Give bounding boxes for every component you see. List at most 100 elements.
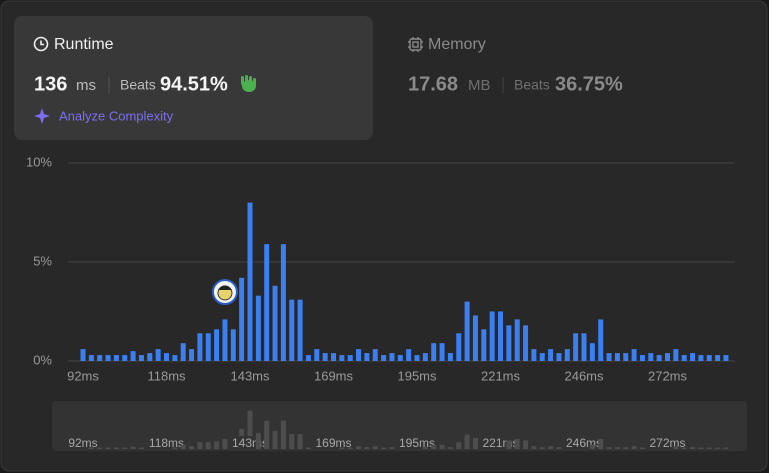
minimap-bar (113, 447, 119, 449)
analyze-link[interactable]: Analyze Complexity (59, 108, 174, 123)
bar (681, 355, 687, 361)
x-tick-label: 195ms (397, 368, 437, 383)
bar (648, 353, 654, 361)
runtime-card[interactable] (14, 16, 373, 140)
beats-label: Beats (514, 77, 550, 93)
x-tick-label: 143ms (230, 368, 270, 383)
minimap-bar (439, 444, 445, 449)
bar (723, 355, 729, 361)
bar (164, 353, 169, 361)
bar (214, 329, 220, 361)
x-tick-label: 221ms (481, 368, 521, 383)
bar (581, 333, 587, 361)
bar (690, 353, 696, 361)
bar (297, 299, 303, 361)
bar (564, 349, 570, 361)
runtime-value: 136 (34, 73, 67, 95)
user-marker-hair (217, 285, 232, 290)
minimap-tick-label: 246ms (566, 436, 602, 450)
bar (456, 333, 462, 361)
minimap-bar (255, 433, 261, 449)
bar (122, 355, 128, 361)
bar (322, 353, 328, 361)
bar (113, 355, 119, 361)
memory-value: 17.68 (408, 73, 458, 95)
memory-unit: MB (468, 77, 491, 94)
minimap-bar (264, 420, 270, 449)
minimap-bar (606, 447, 612, 449)
minimap-bar (589, 444, 595, 449)
minimap-bar (456, 442, 462, 449)
minimap-bar (356, 446, 362, 449)
minimap-bar (172, 447, 178, 449)
bar (523, 325, 529, 361)
bar (514, 319, 520, 361)
minimap-bar (180, 444, 186, 449)
minimap-tick-label: 169ms (315, 436, 351, 450)
minimap-bar (681, 447, 687, 449)
minimap-bar (214, 441, 220, 449)
bar (698, 355, 704, 361)
bar (614, 353, 620, 361)
minimap-bar (222, 438, 228, 449)
bar (305, 355, 311, 361)
minimap-tick-label: 221ms (482, 436, 518, 450)
sparkle-icon (34, 108, 50, 124)
bar (447, 353, 453, 361)
minimap-bar (631, 446, 637, 449)
minimap-bar (364, 447, 370, 449)
bar (606, 353, 612, 361)
minimap-bar (523, 440, 529, 449)
bar (481, 329, 487, 361)
minimap-bar (97, 447, 103, 449)
bar (631, 349, 637, 361)
minimap-bar (372, 446, 378, 449)
bar (247, 202, 253, 361)
minimap-bar (623, 447, 629, 449)
bar (147, 353, 153, 361)
bar (506, 325, 512, 361)
minimap-bar (272, 430, 278, 449)
bar (589, 343, 595, 361)
memory-title: Memory (428, 36, 486, 53)
minimap-bar (690, 447, 696, 449)
bar (105, 355, 111, 361)
bar (347, 355, 353, 361)
y-tick-label: 0% (33, 352, 52, 367)
bar (706, 355, 712, 361)
x-tick-label: 92ms (67, 368, 99, 383)
runtime-unit: ms (76, 77, 96, 94)
bar (230, 329, 236, 361)
y-tick-label: 5% (33, 253, 52, 268)
bar (389, 353, 395, 361)
minimap-bar (639, 447, 645, 449)
y-tick-label: 10% (26, 154, 52, 169)
minimap-bar (598, 438, 604, 449)
minimap-bar (105, 447, 111, 449)
minimap-bar (539, 447, 545, 449)
bar (573, 333, 579, 361)
bar (205, 333, 211, 361)
minimap-bar (130, 446, 136, 449)
minimap-tick-label: 143ms (232, 436, 268, 450)
minimap-bar (205, 442, 211, 449)
bar (339, 355, 345, 361)
clock-icon (33, 36, 49, 52)
minimap-bar (531, 446, 537, 449)
bar (548, 349, 554, 361)
runtime-title: Runtime (54, 36, 114, 53)
bar (289, 299, 295, 361)
bar (372, 349, 378, 361)
minimap-bar (189, 446, 195, 449)
bar (189, 349, 195, 361)
bar (172, 355, 178, 361)
bar (130, 351, 136, 361)
bar (88, 355, 94, 361)
bar (155, 349, 161, 361)
runtime-beats: 94.51% (160, 73, 228, 95)
x-tick-label: 272ms (648, 368, 688, 383)
minimap-bar (548, 446, 554, 449)
bar (556, 353, 562, 361)
bar (639, 355, 645, 361)
bar (397, 355, 403, 361)
